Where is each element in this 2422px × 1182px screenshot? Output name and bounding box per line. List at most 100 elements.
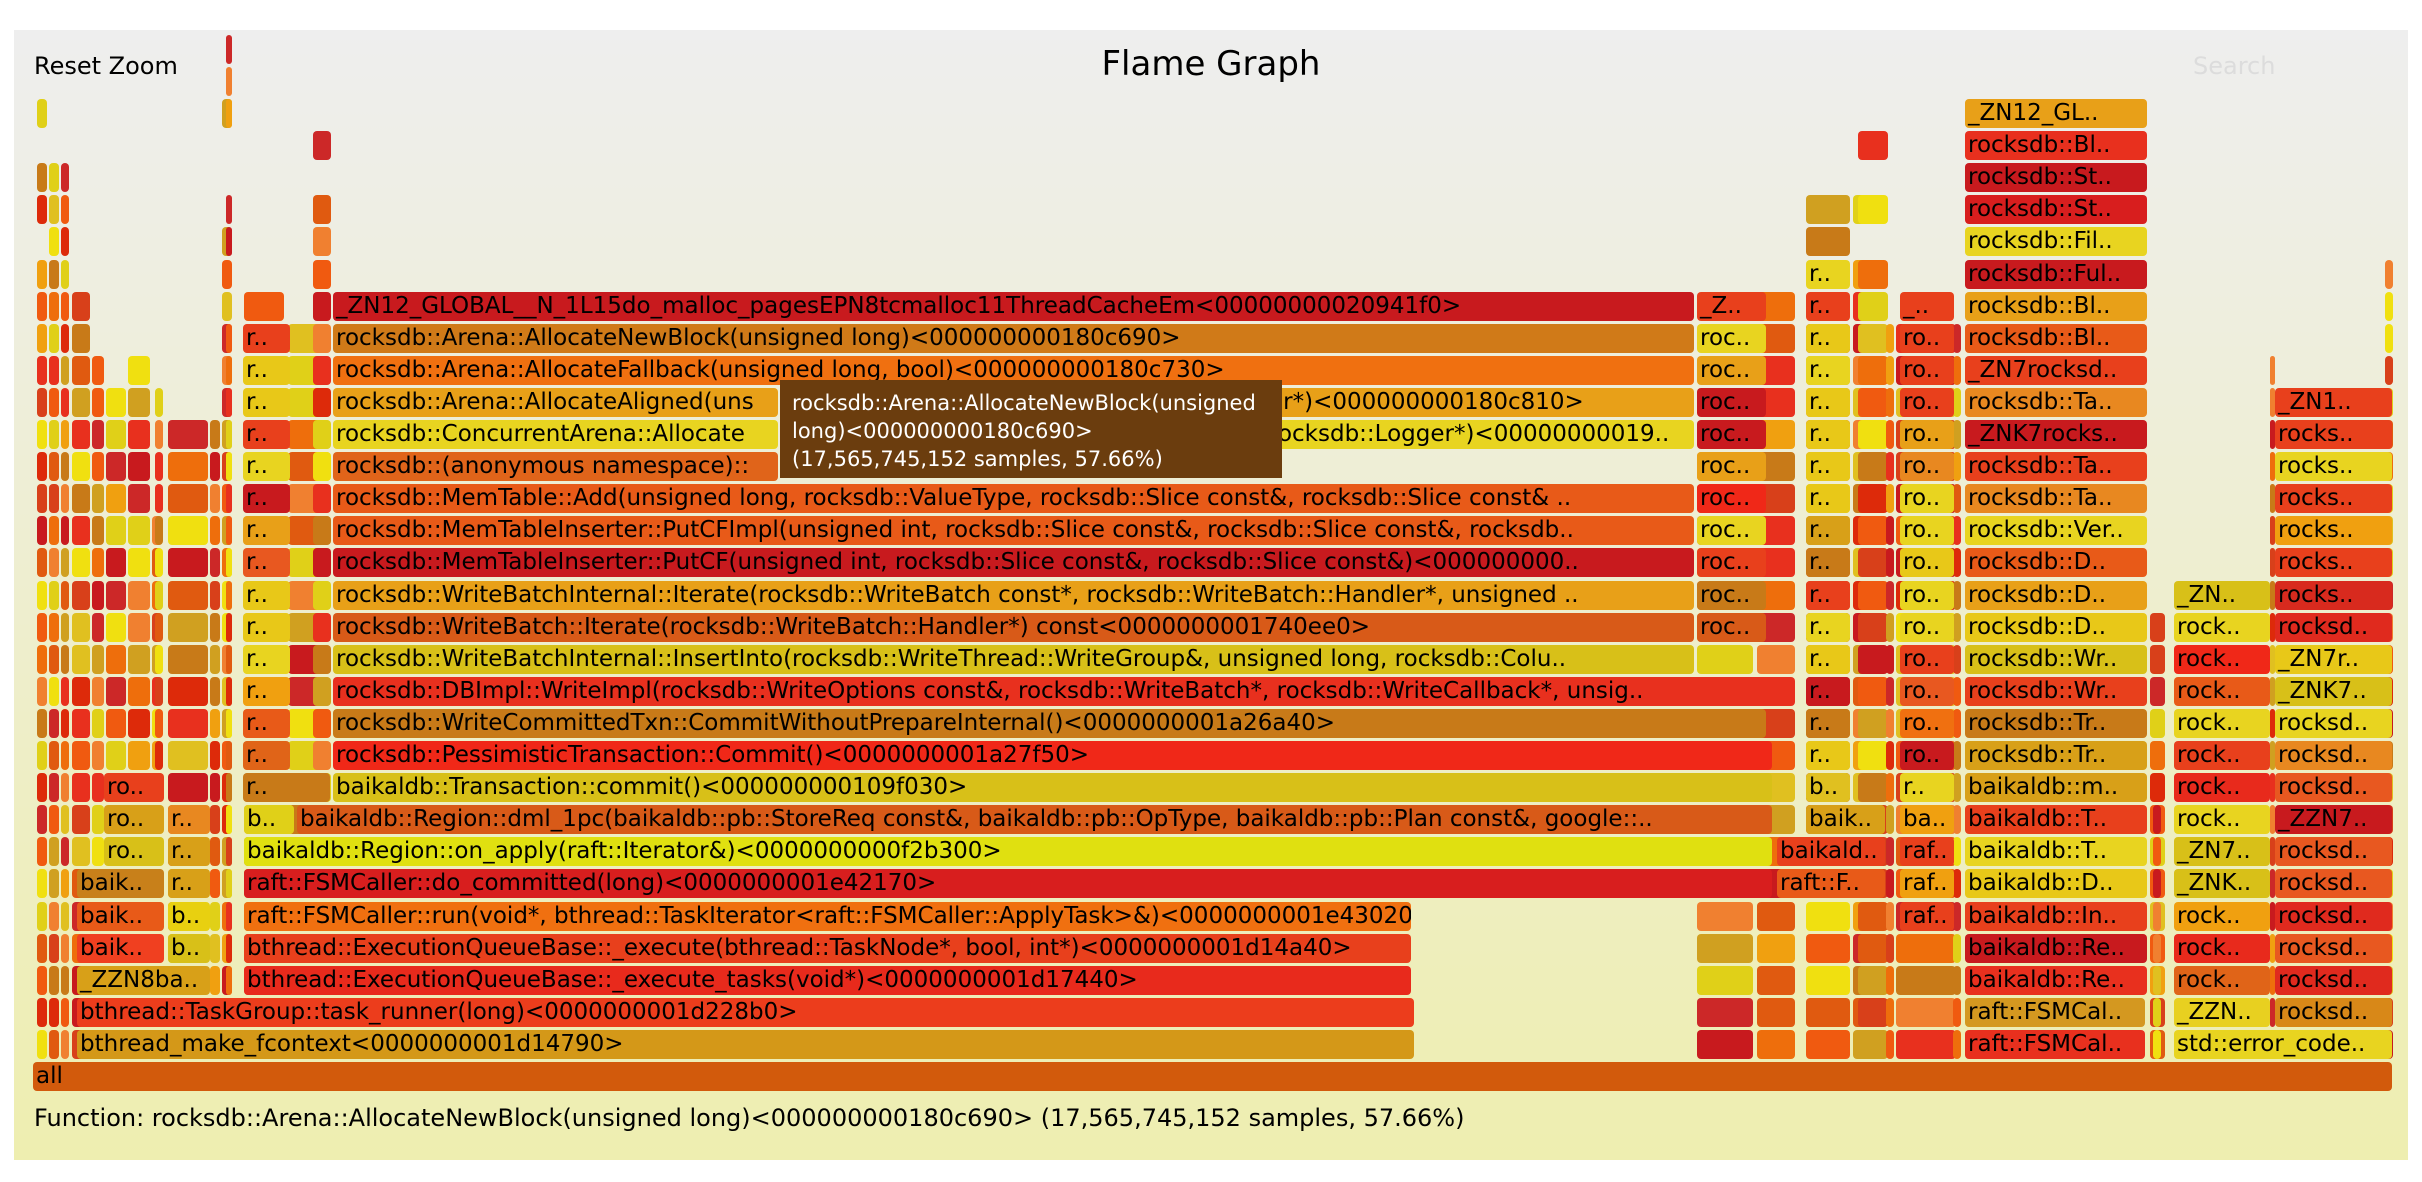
stack-frame[interactable]: [226, 613, 232, 642]
stack-frame[interactable]: [210, 902, 220, 931]
flame-frame[interactable]: ro..: [1900, 388, 1954, 417]
flame-frame[interactable]: r..: [243, 741, 290, 770]
stack-frame[interactable]: [313, 356, 331, 385]
flame-frame[interactable]: rock..: [2174, 709, 2270, 738]
stack-frame[interactable]: [49, 324, 59, 353]
stack-frame[interactable]: [226, 548, 232, 577]
stack-frame[interactable]: [37, 613, 47, 642]
stack-frame[interactable]: [155, 516, 163, 545]
flame-frame[interactable]: baikaldb::In..: [1965, 902, 2147, 931]
flame-frame[interactable]: ba..: [1900, 805, 1954, 834]
stack-frame[interactable]: [49, 741, 59, 770]
stack-frame[interactable]: [49, 260, 59, 289]
flame-frame[interactable]: ro..: [1900, 484, 1954, 513]
flame-frame[interactable]: baikaldb::m..: [1965, 773, 2147, 802]
flame-frame[interactable]: _ZN7rocksd..: [1965, 356, 2147, 385]
stack-frame[interactable]: [1806, 902, 1850, 931]
flame-frame[interactable]: r..: [243, 484, 290, 513]
flame-frame[interactable]: roc..: [1697, 613, 1766, 642]
flame-frame[interactable]: r..: [1806, 292, 1850, 321]
stack-frame[interactable]: [1858, 613, 1888, 642]
stack-frame[interactable]: [210, 548, 220, 577]
flame-frame[interactable]: roc..: [1697, 581, 1766, 610]
stack-frame[interactable]: [2270, 998, 2275, 1027]
stack-frame[interactable]: [1953, 677, 1961, 706]
stack-frame[interactable]: [128, 709, 150, 738]
flame-frame[interactable]: ro..: [104, 837, 164, 866]
flame-frame[interactable]: baikaldb::Re..: [1965, 934, 2147, 963]
stack-frame[interactable]: [1806, 195, 1850, 224]
stack-frame[interactable]: [1953, 869, 1961, 898]
stack-frame[interactable]: [49, 548, 59, 577]
stack-frame[interactable]: [226, 773, 232, 802]
stack-frame[interactable]: [226, 966, 232, 995]
flame-frame[interactable]: roc..: [1697, 420, 1766, 449]
stack-frame[interactable]: [2150, 741, 2165, 770]
flame-frame[interactable]: b..: [1806, 773, 1850, 802]
flame-frame[interactable]: rocksd..: [2275, 709, 2392, 738]
stack-frame[interactable]: [1886, 613, 1894, 642]
stack-frame[interactable]: [1886, 709, 1894, 738]
flame-frame[interactable]: _ZN..: [2174, 581, 2270, 610]
flame-frame[interactable]: rocksdb::WriteCommittedTxn::CommitWithou…: [333, 709, 1766, 738]
stack-frame[interactable]: [1886, 420, 1894, 449]
flame-frame[interactable]: rocksd..: [2275, 902, 2392, 931]
stack-frame[interactable]: [1953, 837, 1961, 866]
stack-frame[interactable]: [128, 388, 150, 417]
stack-frame[interactable]: [61, 548, 69, 577]
flame-frame[interactable]: _ZZN8ba..: [77, 966, 210, 995]
stack-frame[interactable]: [2270, 837, 2275, 866]
stack-frame[interactable]: [155, 741, 163, 770]
flame-frame[interactable]: raft::FSMCal..: [1965, 1030, 2145, 1059]
flame-frame[interactable]: rocks..: [2275, 548, 2392, 577]
stack-frame[interactable]: [210, 741, 220, 770]
flame-frame[interactable]: rocksd..: [2275, 741, 2392, 770]
flame-frame[interactable]: rocks..: [2275, 420, 2392, 449]
flame-frame[interactable]: rocksd..: [2275, 934, 2392, 963]
stack-frame[interactable]: [92, 420, 104, 449]
stack-frame[interactable]: [168, 645, 208, 674]
stack-frame[interactable]: [2153, 1030, 2161, 1059]
stack-frame[interactable]: [92, 516, 104, 545]
flame-frame[interactable]: rock..: [2174, 966, 2270, 995]
flame-frame[interactable]: rocksdb::St..: [1965, 163, 2147, 192]
stack-frame[interactable]: [1757, 1030, 1795, 1059]
stack-frame[interactable]: [128, 516, 150, 545]
flame-frame[interactable]: bthread_make_fcontext<0000000001d14790>: [77, 1030, 1414, 1059]
stack-frame[interactable]: [1806, 1030, 1850, 1059]
stack-frame[interactable]: [210, 934, 220, 963]
stack-frame[interactable]: [106, 548, 126, 577]
flame-frame[interactable]: r..: [1806, 420, 1850, 449]
flame-frame[interactable]: bthread::ExecutionQueueBase::_execute(bt…: [244, 934, 1411, 963]
flame-frame[interactable]: baik..: [77, 869, 164, 898]
stack-frame[interactable]: [1697, 934, 1753, 963]
stack-frame[interactable]: [72, 484, 90, 513]
flame-frame[interactable]: rocksd..: [2275, 613, 2392, 642]
stack-frame[interactable]: [1953, 581, 1961, 610]
stack-frame[interactable]: [210, 837, 220, 866]
stack-frame[interactable]: [313, 516, 331, 545]
flame-frame[interactable]: rocksd..: [2275, 837, 2392, 866]
stack-frame[interactable]: [155, 420, 163, 449]
stack-frame[interactable]: [128, 452, 150, 481]
stack-frame[interactable]: [2270, 805, 2275, 834]
stack-frame[interactable]: [2385, 356, 2393, 385]
flame-frame[interactable]: raft::FSMCaller::run(void*, bthread::Tas…: [244, 902, 1411, 931]
stack-frame[interactable]: [313, 548, 331, 577]
stack-frame[interactable]: [49, 420, 59, 449]
flame-frame[interactable]: ro..: [1900, 452, 1954, 481]
stack-frame[interactable]: [210, 484, 220, 513]
stack-frame[interactable]: [92, 741, 104, 770]
flame-frame[interactable]: rock..: [2174, 934, 2270, 963]
flame-frame[interactable]: rocksdb::Bl..: [1965, 324, 2147, 353]
stack-frame[interactable]: [1697, 966, 1753, 995]
stack-frame[interactable]: [226, 484, 232, 513]
stack-frame[interactable]: [2270, 709, 2275, 738]
stack-frame[interactable]: [49, 934, 59, 963]
stack-frame[interactable]: [313, 388, 331, 417]
stack-frame[interactable]: [1953, 452, 1961, 481]
stack-frame[interactable]: [37, 837, 47, 866]
flame-frame[interactable]: rocksdb::MemTable::Add(unsigned long, ro…: [333, 484, 1694, 513]
stack-frame[interactable]: [1858, 741, 1888, 770]
stack-frame[interactable]: [72, 292, 90, 321]
